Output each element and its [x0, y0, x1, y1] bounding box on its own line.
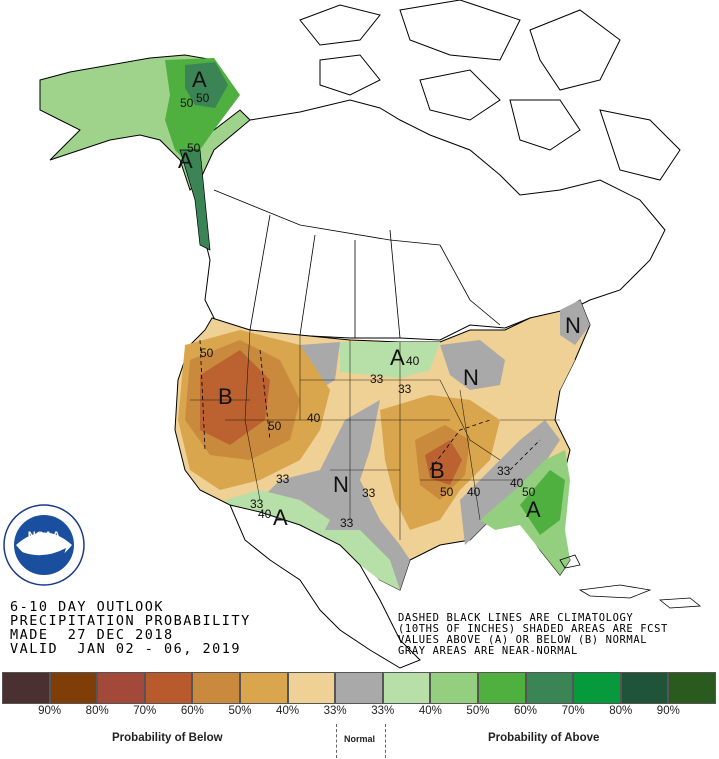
- legend-percent: 50%: [466, 705, 490, 717]
- legend-percent: 33%: [323, 705, 347, 717]
- noaa-logo: NOAA: [3, 504, 85, 586]
- legend-percent: 60%: [514, 705, 538, 717]
- label-ak-50b: 50: [196, 91, 210, 105]
- label-west-40: 40: [307, 411, 321, 425]
- legend-percent: 70%: [133, 705, 157, 717]
- gray-southeast: [460, 420, 560, 545]
- label-se-B: B: [430, 458, 445, 483]
- caribbean-islands: [559, 554, 702, 609]
- legend-above-label: Probability of Above: [488, 732, 600, 744]
- legend-normal-label: Normal: [344, 734, 376, 744]
- green-northplains: [340, 342, 440, 378]
- legend-swatch: [573, 672, 621, 704]
- legend-swatch: [144, 672, 193, 704]
- label-se-40a: 40: [467, 485, 481, 499]
- legend-swatch: [2, 672, 50, 704]
- note-line-3: VALUES ABOVE (A) OR BELOW (B) NORMAL: [398, 634, 648, 646]
- label-se-A: A: [526, 497, 541, 522]
- legend-percent: 90%: [656, 705, 680, 717]
- label-se-40b: 40: [510, 476, 524, 490]
- gray-greatlakes: [440, 340, 505, 390]
- title-line-3: MADE 27 DEC 2018: [10, 627, 174, 643]
- legend-percent: 90%: [38, 705, 62, 717]
- legend-swatch: [287, 672, 336, 704]
- label-west-B: B: [218, 384, 233, 409]
- legend-percent: 40%: [418, 705, 442, 717]
- legend-swatch: [49, 672, 98, 704]
- note-line-1: DASHED BLACK LINES ARE CLIMATOLOGY: [398, 612, 634, 624]
- legend-percent: 40%: [276, 705, 300, 717]
- label-sw-40: 40: [258, 507, 272, 521]
- alaska-panhandle: [179, 149, 211, 251]
- legend-swatch: [97, 672, 145, 704]
- tan-east: [500, 345, 575, 425]
- label-central-N: N: [333, 472, 349, 497]
- label-sw-A: A: [273, 505, 288, 530]
- mexico-outline: [229, 504, 421, 669]
- gray-newengland: [560, 300, 590, 345]
- climatology-lines: [199, 339, 541, 471]
- legend-percent: 70%: [561, 705, 585, 717]
- label-sw-33a: 33: [276, 472, 290, 486]
- legend-swatch: [335, 672, 383, 704]
- legend-swatch: [477, 672, 526, 704]
- label-ne-N: N: [565, 313, 581, 338]
- note-line-2: (10THS OF INCHES) SHADED AREAS ARE FCST: [398, 623, 668, 635]
- label-ak-A1: A: [192, 67, 207, 92]
- legend-swatch: [430, 672, 478, 704]
- legend-percent: 50%: [228, 705, 252, 717]
- label-west-50a: 50: [200, 346, 214, 360]
- label-gl-N: N: [463, 365, 479, 390]
- label-ne-40: 40: [406, 354, 420, 368]
- noaa-logo-text: NOAA: [28, 530, 60, 542]
- legend-percent: 60%: [180, 705, 204, 717]
- green-southeast-dark: [520, 470, 565, 535]
- label-central-33b: 33: [340, 516, 354, 530]
- precipitation-outlook-map: A A 50 50 50 B 50 50 40 33 33 40 A N 33 …: [3, 0, 702, 669]
- legend-divider-left: [336, 724, 337, 758]
- label-se-33: 33: [497, 464, 511, 478]
- brown-west-60: [200, 350, 270, 445]
- label-ne-33: 33: [398, 382, 412, 396]
- legend-swatch: [668, 672, 716, 704]
- brown-se-60: [425, 440, 462, 485]
- label-central-33c: 33: [370, 372, 384, 386]
- label-ak-A2: A: [178, 148, 193, 173]
- legend-swatch: [525, 672, 574, 704]
- legend-percent: 80%: [609, 705, 633, 717]
- label-ak-50a: 50: [180, 96, 194, 110]
- legend-swatch: [620, 672, 669, 704]
- legend-swatch: [382, 672, 431, 704]
- state-lines: [190, 329, 560, 540]
- legend-percent: 33%: [371, 705, 395, 717]
- legend-color-bar: [2, 672, 716, 704]
- legend-percent: 80%: [85, 705, 109, 717]
- label-se-50: 50: [440, 485, 454, 499]
- label-se-50b: 50: [522, 485, 536, 499]
- title-line-2: PRECIPITATION PROBABILITY: [10, 613, 251, 629]
- province-lines: [213, 189, 501, 339]
- title-line-4: VALID JAN 02 - 06, 2019: [10, 641, 242, 657]
- alaska-green-60: [185, 62, 228, 108]
- note-line-4: GRAY AREAS ARE NEAR-NORMAL: [398, 645, 578, 657]
- label-ak-50c: 50: [187, 141, 201, 155]
- canada-land: [199, 99, 666, 341]
- arctic-islands: [299, 0, 681, 181]
- legend-swatch: [239, 672, 288, 704]
- legend-below-label: Probability of Below: [112, 732, 223, 744]
- label-sw-33b: 33: [250, 497, 264, 511]
- legend-percent-labels: 90% 80% 70% 60% 50% 40% 33% 33% 40% 50% 60% 70% 80% 9…: [2, 705, 716, 717]
- legend-swatch: [192, 672, 240, 704]
- label-ne-A: A: [390, 345, 405, 370]
- label-west-50b: 50: [268, 419, 282, 433]
- legend-divider-right: [385, 724, 386, 758]
- label-central-33a: 33: [362, 486, 376, 500]
- title-line-1: 6-10 DAY OUTLOOK: [10, 599, 165, 615]
